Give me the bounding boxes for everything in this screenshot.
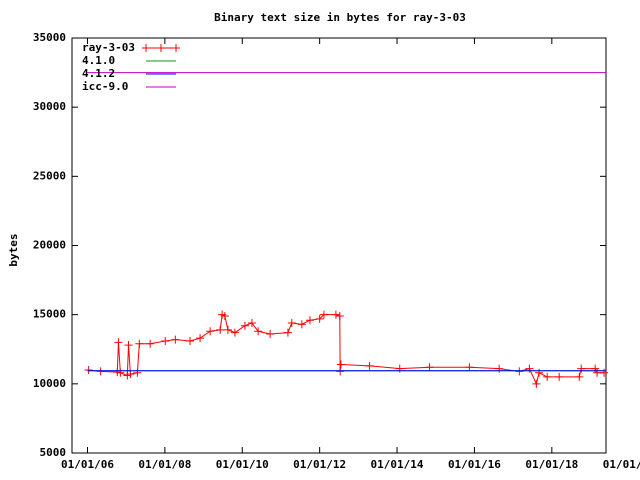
marker [532, 379, 541, 388]
marker [266, 330, 275, 339]
y-tick-label: 35000 [33, 31, 66, 44]
x-tick-label: 01/01/14 [371, 458, 424, 471]
y-tick-label: 10000 [33, 377, 66, 390]
y-tick-label: 20000 [33, 239, 66, 252]
legend-label: 4.1.2 [82, 67, 115, 80]
marker [331, 310, 340, 319]
marker [171, 335, 180, 344]
marker [133, 368, 142, 377]
marker [305, 316, 314, 325]
marker [335, 312, 344, 321]
marker [223, 325, 232, 334]
marker [240, 321, 249, 330]
x-tick-label: 01/01/20 [603, 458, 640, 471]
y-tick-label: 15000 [33, 308, 66, 321]
marker [254, 327, 263, 336]
marker [230, 328, 239, 337]
marker [600, 368, 609, 377]
marker [336, 367, 345, 376]
x-tick-label: 01/01/06 [61, 458, 114, 471]
marker [146, 339, 155, 348]
marker [365, 361, 374, 370]
marker [220, 312, 229, 321]
marker [283, 328, 292, 337]
marker [315, 314, 324, 323]
marker [575, 372, 584, 381]
marker [114, 338, 123, 347]
marker [287, 318, 296, 327]
marker [425, 363, 434, 372]
x-tick-label: 01/01/16 [448, 458, 501, 471]
y-tick-label: 5000 [40, 446, 67, 459]
marker [216, 325, 225, 334]
chart-title: Binary text size in bytes for ray-3-03 [214, 11, 466, 24]
y-tick-label: 25000 [33, 169, 66, 182]
marker [124, 341, 133, 350]
marker [535, 368, 544, 377]
marker [297, 320, 306, 329]
marker [395, 364, 404, 373]
marker [135, 339, 144, 348]
marker [206, 327, 215, 336]
marker [172, 44, 180, 52]
marker [336, 360, 345, 369]
marker [196, 334, 205, 343]
x-tick-label: 01/01/10 [216, 458, 269, 471]
legend-label: 4.1.0 [82, 54, 115, 67]
marker [555, 372, 564, 381]
marker [525, 364, 534, 373]
y-tick-label: 30000 [33, 100, 66, 113]
marker [126, 370, 135, 379]
marker [186, 336, 195, 345]
marker [495, 364, 504, 373]
x-tick-label: 01/01/12 [293, 458, 346, 471]
marker [96, 367, 105, 376]
marker [157, 44, 165, 52]
marker [84, 366, 93, 374]
marker [465, 363, 474, 372]
x-tick-label: 01/01/08 [138, 458, 191, 471]
marker [319, 310, 328, 319]
marker [591, 364, 600, 373]
marker [515, 367, 524, 376]
marker [116, 368, 125, 377]
marker [593, 368, 602, 377]
x-tick-label: 01/01/18 [525, 458, 578, 471]
marker [577, 364, 586, 373]
marker [543, 372, 552, 381]
legend-label: icc-9.0 [82, 80, 128, 93]
marker [247, 318, 256, 327]
legend-label: ray-3-03 [82, 41, 135, 54]
marker [161, 336, 170, 345]
y-axis-label: bytes [7, 233, 20, 266]
marker [142, 44, 150, 52]
